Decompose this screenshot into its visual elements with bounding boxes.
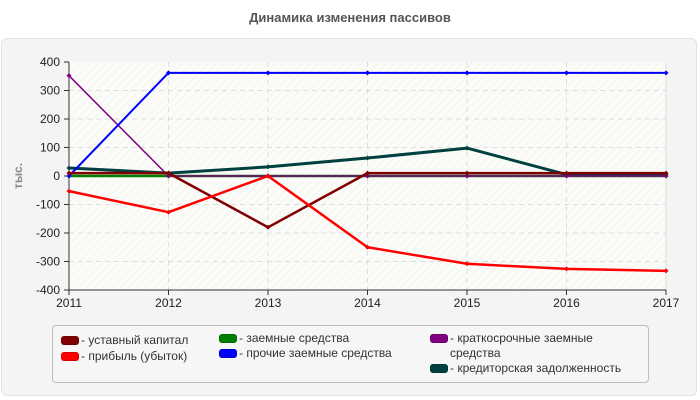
data-point-marker (464, 170, 470, 176)
data-point-marker (66, 73, 72, 79)
legend-swatch-icon (61, 336, 79, 345)
y-tick-label: 100 (40, 141, 60, 155)
data-point-marker (265, 70, 271, 76)
chart-title: Динамика изменения пассивов (249, 10, 451, 25)
y-axis-label: тыс. (11, 163, 25, 189)
legend-swatch-icon (219, 349, 237, 358)
y-tick-label: -400 (36, 283, 60, 297)
data-point-marker (66, 165, 72, 171)
legend-item-kratkosrochnye: - краткосрочные заемные средства (430, 331, 635, 361)
legend-item-pribyl: - прибыль (убыток) (61, 349, 187, 364)
x-tick-label: 2011 (56, 296, 82, 310)
data-point-marker (66, 188, 72, 194)
data-point-marker (265, 164, 271, 170)
data-point-marker (365, 155, 370, 161)
data-point-marker (663, 170, 669, 176)
data-point-marker (564, 173, 569, 179)
x-tick-label: 2016 (553, 296, 580, 310)
x-tick-label: 2014 (354, 296, 381, 310)
data-point-marker (265, 224, 271, 230)
data-point-marker (66, 170, 72, 176)
y-tick-label: 0 (53, 169, 60, 183)
data-point-marker (464, 173, 470, 179)
x-tick-label: 2013 (255, 296, 282, 310)
data-point-marker (66, 173, 72, 179)
data-point-marker (166, 70, 171, 76)
data-point-marker (663, 268, 669, 274)
data-point-marker (564, 266, 569, 272)
data-point-marker (365, 170, 370, 176)
data-point-marker (464, 145, 470, 151)
data-point-marker (464, 261, 470, 267)
data-point-marker (663, 70, 669, 76)
y-tick-label: 300 (40, 84, 60, 98)
y-tick-label: 400 (40, 55, 60, 69)
data-point-marker (365, 70, 370, 76)
x-tick-label: 2012 (155, 296, 182, 310)
x-tick-label: 2017 (653, 296, 680, 310)
legend-item-prochie-zaemnye: - прочие заемные средства (219, 346, 392, 361)
data-series (66, 70, 669, 274)
y-tick-label: -200 (36, 226, 60, 240)
data-point-marker (166, 209, 171, 215)
y-tick-label: -300 (36, 255, 60, 269)
data-point-marker (564, 70, 569, 76)
data-point-marker (166, 170, 171, 176)
y-tick-label: 200 (40, 112, 60, 126)
legend-swatch-icon (430, 364, 448, 373)
data-point-marker (464, 70, 470, 76)
data-point-marker (265, 173, 271, 179)
legend-item-ustavny-kapital: - уставный капитал (61, 333, 188, 348)
data-point-marker (564, 170, 569, 176)
x-tick-label: 2015 (454, 296, 481, 310)
legend-item-zaemnye-sredstva: - заемные средства (219, 331, 349, 346)
y-tick-label: -100 (36, 198, 60, 212)
legend-item-kreditorskaya: - кредиторская задолженность (430, 361, 621, 376)
legend-swatch-icon (219, 334, 237, 343)
legend: - уставный капитал - прибыль (убыток) - … (52, 325, 649, 383)
data-point-marker (663, 173, 669, 179)
legend-swatch-icon (430, 334, 448, 343)
data-point-marker (365, 244, 370, 250)
legend-swatch-icon (61, 352, 79, 361)
